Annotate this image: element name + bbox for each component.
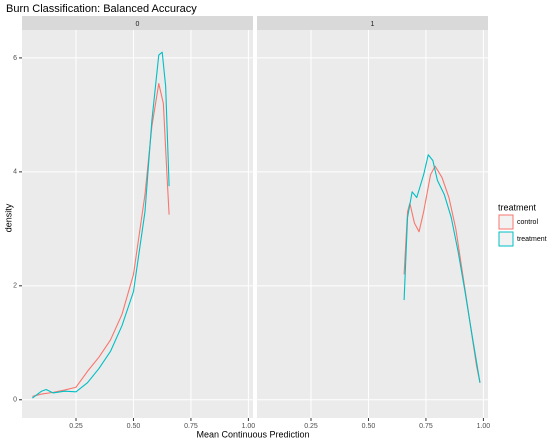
y-axis-label: density [3,203,13,232]
x-tick-label: 0.25 [69,423,83,430]
y-tick-label: 2 [13,283,17,290]
x-tick-label: 1.00 [242,423,256,430]
strip-background [257,16,488,30]
y-tick-label: 4 [13,169,17,176]
strip-background [22,16,253,30]
legend-label: control [517,219,538,226]
y-tick-label: 6 [13,55,17,62]
strip-label: 1 [371,21,375,28]
x-tick-label: 0.25 [304,423,318,430]
panel-background [257,30,488,418]
x-tick-label: 0.50 [362,423,376,430]
x-tick-label: 0.75 [419,423,433,430]
panel-background [22,30,253,418]
x-tick-label: 0.50 [127,423,141,430]
density-line [32,51,170,399]
x-tick-label: 0.75 [184,423,198,430]
x-axis-label: Mean Continuous Prediction [196,429,309,439]
legend-key [498,231,514,247]
strip-label: 0 [136,21,140,28]
x-tick-label: 1.00 [477,423,491,430]
y-tick-label: 0 [13,397,17,404]
legend-title: treatment [498,202,537,212]
chart-title: Burn Classification: Balanced Accuracy [6,3,197,15]
legend-label: treatment [517,236,547,243]
density-line [403,154,481,383]
density-line [32,83,170,397]
legend-key [498,214,514,230]
